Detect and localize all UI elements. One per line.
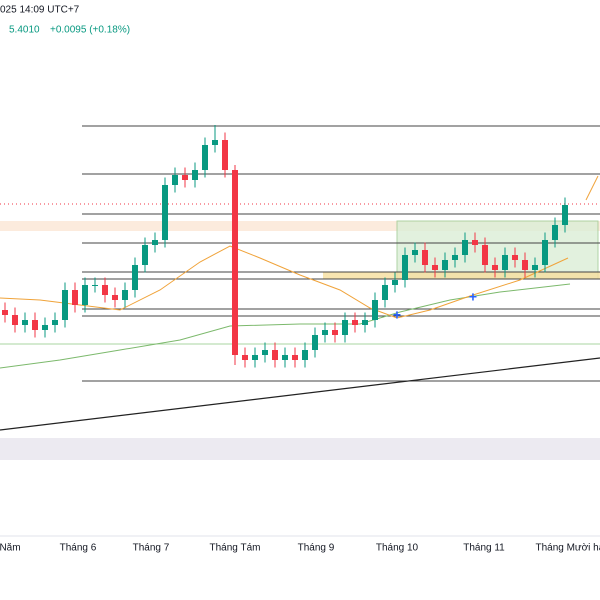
candle-body	[542, 240, 548, 265]
x-tick-label: Tháng 7	[133, 543, 170, 554]
candle-body	[202, 145, 208, 170]
price-change: +0.0095 (+0.18%)	[50, 25, 130, 36]
x-tick-label: Năm	[0, 543, 21, 554]
candle-body	[262, 350, 268, 355]
candle-body	[92, 285, 98, 286]
projection	[585, 175, 599, 201]
candle-body	[462, 240, 468, 255]
candle-body	[442, 260, 448, 270]
candle-body	[192, 170, 198, 180]
candle-body	[112, 295, 118, 300]
candle-body	[432, 265, 438, 270]
candle-body	[292, 355, 298, 360]
candle-body	[212, 140, 218, 145]
candle-body	[82, 285, 88, 305]
x-tick-label: Tháng Mười hai	[535, 543, 600, 554]
marker: +	[469, 289, 477, 305]
candle-body	[342, 320, 348, 335]
x-tick-label: Tháng 10	[376, 543, 419, 554]
candle-body	[502, 255, 508, 270]
x-tick-label: Tháng 9	[298, 543, 335, 554]
zone	[323, 272, 600, 279]
price-band	[0, 221, 600, 231]
candle-body	[222, 140, 228, 170]
candle-body	[482, 245, 488, 265]
x-tick-label: Tháng Tám	[210, 543, 261, 554]
candle-body	[162, 185, 168, 240]
candle-body	[412, 250, 418, 255]
candle-body	[522, 260, 528, 270]
candle-body	[492, 265, 498, 270]
candle-body	[382, 285, 388, 300]
candle-body	[252, 355, 258, 360]
drawings: + +	[0, 125, 600, 460]
candle-body	[402, 255, 408, 280]
candle-body	[322, 330, 328, 335]
candle-body	[352, 320, 358, 325]
candle-body	[422, 250, 428, 265]
x-tick-label: Tháng 6	[60, 543, 97, 554]
candle-body	[512, 255, 518, 260]
candle-body	[62, 290, 68, 320]
moving-average	[0, 245, 569, 319]
candle-body	[532, 265, 538, 270]
candle-body	[172, 175, 178, 185]
candle-body	[152, 240, 158, 245]
candle-body	[372, 300, 378, 320]
candle-body	[472, 240, 478, 245]
candle-body	[102, 285, 108, 295]
candle-body	[232, 170, 238, 355]
candle-body	[182, 175, 188, 180]
candle-body	[552, 225, 558, 240]
candle-body	[362, 320, 368, 325]
candle-body	[52, 320, 58, 325]
candle-body	[42, 325, 48, 330]
candle-body	[132, 265, 138, 290]
candle-body	[22, 320, 28, 325]
candle-body	[72, 290, 78, 305]
candle-body	[272, 350, 278, 360]
marker: +	[393, 307, 401, 323]
x-tick-label: Tháng 11	[463, 543, 505, 554]
shade-band	[0, 438, 600, 460]
last-price: 5.4010	[9, 25, 40, 36]
trend-line	[0, 357, 600, 431]
candle-body	[242, 355, 248, 360]
candle-body	[562, 205, 568, 225]
candle-body	[312, 335, 318, 350]
candle-body	[302, 350, 308, 360]
candle-body	[12, 315, 18, 325]
candle-body	[282, 355, 288, 360]
candle-body	[2, 310, 8, 315]
candle-body	[122, 290, 128, 300]
candle-body	[142, 245, 148, 265]
candle-body	[32, 320, 38, 330]
candle-body	[332, 330, 338, 335]
candle-body	[392, 280, 398, 285]
header-time: 025 14:09 UTC+7	[0, 5, 80, 16]
candle-body	[452, 255, 458, 260]
